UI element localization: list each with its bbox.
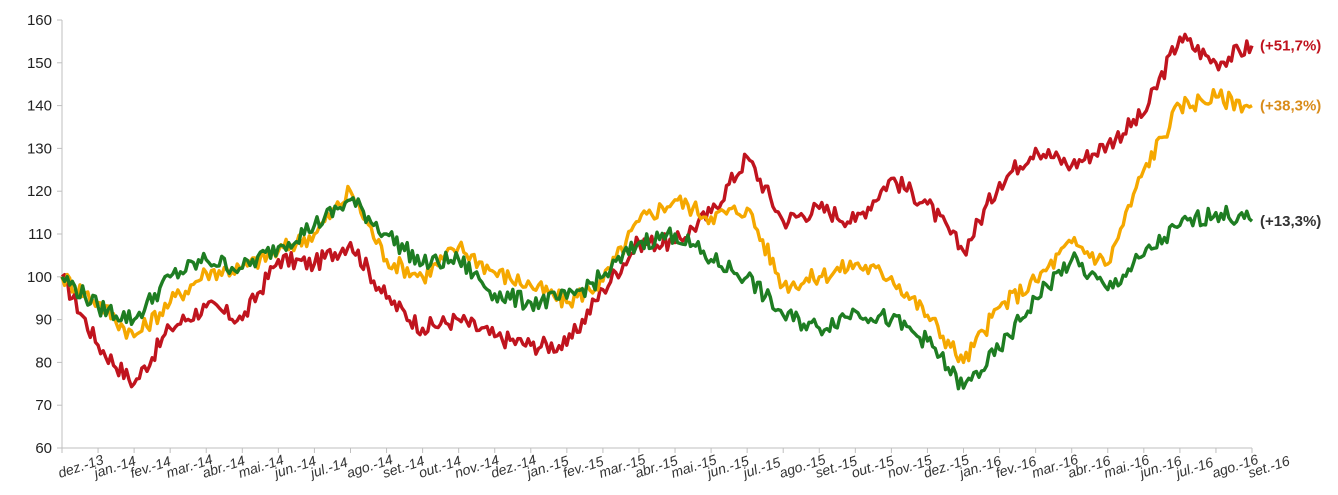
- y-tick-label: 120: [27, 183, 52, 200]
- series-line-1: [60, 32, 1254, 389]
- series-line-2: [60, 88, 1253, 365]
- y-tick-label: 80: [35, 354, 52, 371]
- end-label-3: (+13,3%): [1260, 213, 1321, 230]
- y-tick-label: 90: [35, 312, 52, 329]
- series-line-3: [60, 196, 1254, 391]
- y-tick-label: 100: [27, 269, 52, 286]
- y-tick-label: 60: [35, 440, 52, 457]
- y-tick-label: 150: [27, 55, 52, 72]
- x-axis: dez.-13jan.-14fev.-14mar.-14abr.-14mai.-…: [56, 448, 1292, 481]
- y-tick-label: 110: [28, 226, 52, 243]
- y-tick-label: 160: [27, 12, 52, 29]
- y-tick-label: 140: [27, 98, 52, 115]
- y-axis: 60 70 80 90 100 110 120 130 140 150 160: [27, 12, 62, 457]
- series-lines: [60, 32, 1254, 391]
- end-label-1: (+51,7%): [1260, 38, 1321, 55]
- end-label-2: (+38,3%): [1260, 98, 1321, 115]
- y-tick-label: 70: [35, 397, 52, 414]
- end-labels: (+51,7%) (+38,3%) (+13,3%): [1260, 38, 1321, 230]
- y-tick-label: 130: [27, 140, 52, 157]
